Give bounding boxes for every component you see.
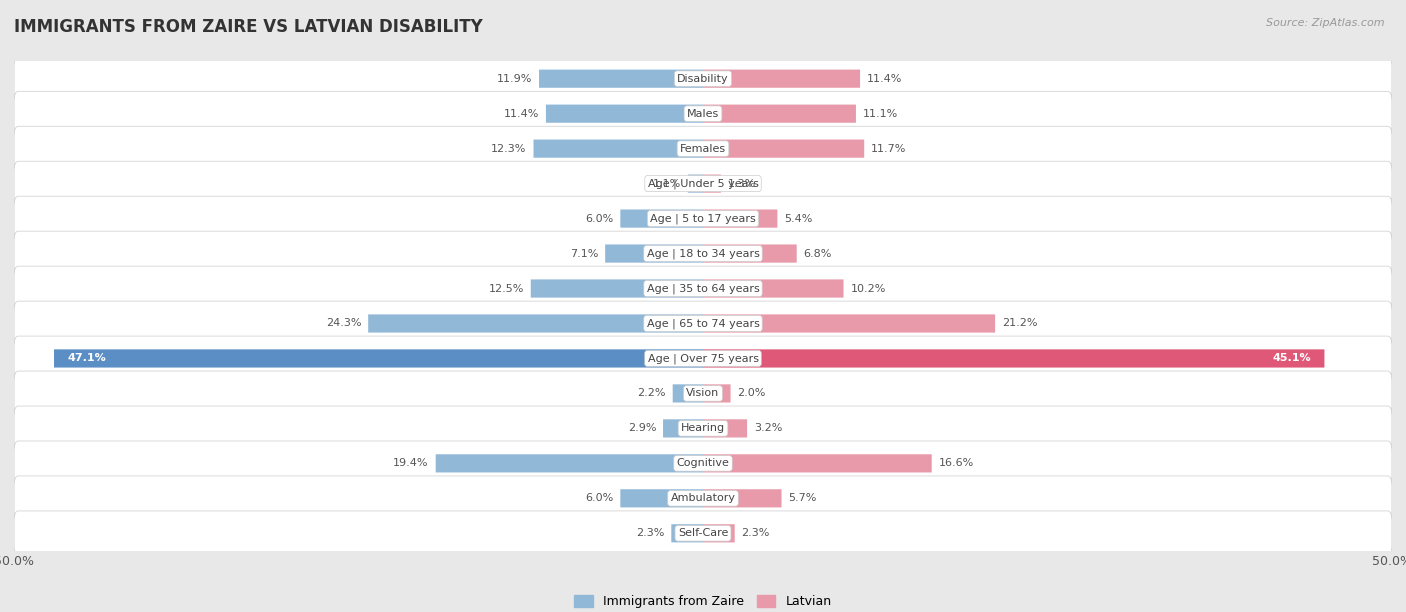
Text: 12.5%: 12.5% — [488, 283, 524, 294]
FancyBboxPatch shape — [14, 196, 1392, 241]
FancyBboxPatch shape — [533, 140, 703, 158]
FancyBboxPatch shape — [620, 489, 703, 507]
Text: Age | 35 to 64 years: Age | 35 to 64 years — [647, 283, 759, 294]
Text: Males: Males — [688, 109, 718, 119]
Text: 19.4%: 19.4% — [394, 458, 429, 468]
FancyBboxPatch shape — [436, 454, 703, 472]
Text: 1.3%: 1.3% — [728, 179, 756, 188]
Text: 1.1%: 1.1% — [652, 179, 681, 188]
Text: 11.9%: 11.9% — [496, 73, 531, 84]
FancyBboxPatch shape — [703, 140, 865, 158]
FancyBboxPatch shape — [703, 384, 731, 403]
FancyBboxPatch shape — [14, 336, 1392, 381]
Text: 7.1%: 7.1% — [569, 248, 599, 258]
FancyBboxPatch shape — [14, 371, 1392, 416]
Text: Age | Over 75 years: Age | Over 75 years — [648, 353, 758, 364]
FancyBboxPatch shape — [368, 315, 703, 332]
FancyBboxPatch shape — [664, 419, 703, 438]
Text: Age | Under 5 years: Age | Under 5 years — [648, 178, 758, 189]
FancyBboxPatch shape — [14, 126, 1392, 171]
Text: 6.0%: 6.0% — [585, 493, 613, 503]
Text: 24.3%: 24.3% — [326, 318, 361, 329]
Text: 16.6%: 16.6% — [939, 458, 974, 468]
FancyBboxPatch shape — [53, 349, 703, 368]
Text: 11.1%: 11.1% — [863, 109, 898, 119]
FancyBboxPatch shape — [703, 489, 782, 507]
FancyBboxPatch shape — [703, 280, 844, 297]
Text: 5.7%: 5.7% — [789, 493, 817, 503]
Text: 45.1%: 45.1% — [1272, 354, 1310, 364]
Text: 6.0%: 6.0% — [585, 214, 613, 223]
Text: 6.8%: 6.8% — [804, 248, 832, 258]
FancyBboxPatch shape — [703, 315, 995, 332]
FancyBboxPatch shape — [14, 511, 1392, 556]
Text: 11.4%: 11.4% — [868, 73, 903, 84]
Text: 2.3%: 2.3% — [741, 528, 770, 539]
FancyBboxPatch shape — [703, 524, 735, 542]
FancyBboxPatch shape — [703, 209, 778, 228]
Text: 2.2%: 2.2% — [637, 389, 666, 398]
FancyBboxPatch shape — [703, 244, 797, 263]
Text: Vision: Vision — [686, 389, 720, 398]
FancyBboxPatch shape — [703, 174, 721, 193]
FancyBboxPatch shape — [703, 349, 1324, 368]
FancyBboxPatch shape — [14, 476, 1392, 521]
Text: Source: ZipAtlas.com: Source: ZipAtlas.com — [1267, 18, 1385, 28]
FancyBboxPatch shape — [546, 105, 703, 123]
FancyBboxPatch shape — [538, 70, 703, 88]
FancyBboxPatch shape — [14, 161, 1392, 206]
Text: 11.4%: 11.4% — [503, 109, 538, 119]
FancyBboxPatch shape — [703, 454, 932, 472]
FancyBboxPatch shape — [620, 209, 703, 228]
Text: Self-Care: Self-Care — [678, 528, 728, 539]
Text: 2.9%: 2.9% — [627, 424, 657, 433]
Legend: Immigrants from Zaire, Latvian: Immigrants from Zaire, Latvian — [575, 595, 831, 608]
FancyBboxPatch shape — [531, 280, 703, 297]
Text: Females: Females — [681, 144, 725, 154]
Text: Cognitive: Cognitive — [676, 458, 730, 468]
FancyBboxPatch shape — [14, 406, 1392, 451]
Text: Disability: Disability — [678, 73, 728, 84]
Text: 2.0%: 2.0% — [738, 389, 766, 398]
FancyBboxPatch shape — [703, 105, 856, 123]
FancyBboxPatch shape — [14, 441, 1392, 486]
Text: Hearing: Hearing — [681, 424, 725, 433]
Text: 3.2%: 3.2% — [754, 424, 782, 433]
FancyBboxPatch shape — [672, 384, 703, 403]
Text: Age | 18 to 34 years: Age | 18 to 34 years — [647, 248, 759, 259]
Text: Age | 65 to 74 years: Age | 65 to 74 years — [647, 318, 759, 329]
Text: Ambulatory: Ambulatory — [671, 493, 735, 503]
FancyBboxPatch shape — [14, 91, 1392, 136]
Text: Age | 5 to 17 years: Age | 5 to 17 years — [650, 214, 756, 224]
Text: 10.2%: 10.2% — [851, 283, 886, 294]
Text: 21.2%: 21.2% — [1002, 318, 1038, 329]
FancyBboxPatch shape — [703, 70, 860, 88]
Text: 12.3%: 12.3% — [491, 144, 527, 154]
Text: 11.7%: 11.7% — [872, 144, 907, 154]
Text: IMMIGRANTS FROM ZAIRE VS LATVIAN DISABILITY: IMMIGRANTS FROM ZAIRE VS LATVIAN DISABIL… — [14, 18, 482, 36]
FancyBboxPatch shape — [703, 419, 747, 438]
FancyBboxPatch shape — [14, 231, 1392, 276]
FancyBboxPatch shape — [671, 524, 703, 542]
Text: 5.4%: 5.4% — [785, 214, 813, 223]
FancyBboxPatch shape — [688, 174, 703, 193]
Text: 47.1%: 47.1% — [67, 354, 107, 364]
FancyBboxPatch shape — [14, 56, 1392, 101]
FancyBboxPatch shape — [14, 266, 1392, 311]
Text: 2.3%: 2.3% — [636, 528, 665, 539]
FancyBboxPatch shape — [605, 244, 703, 263]
FancyBboxPatch shape — [14, 301, 1392, 346]
